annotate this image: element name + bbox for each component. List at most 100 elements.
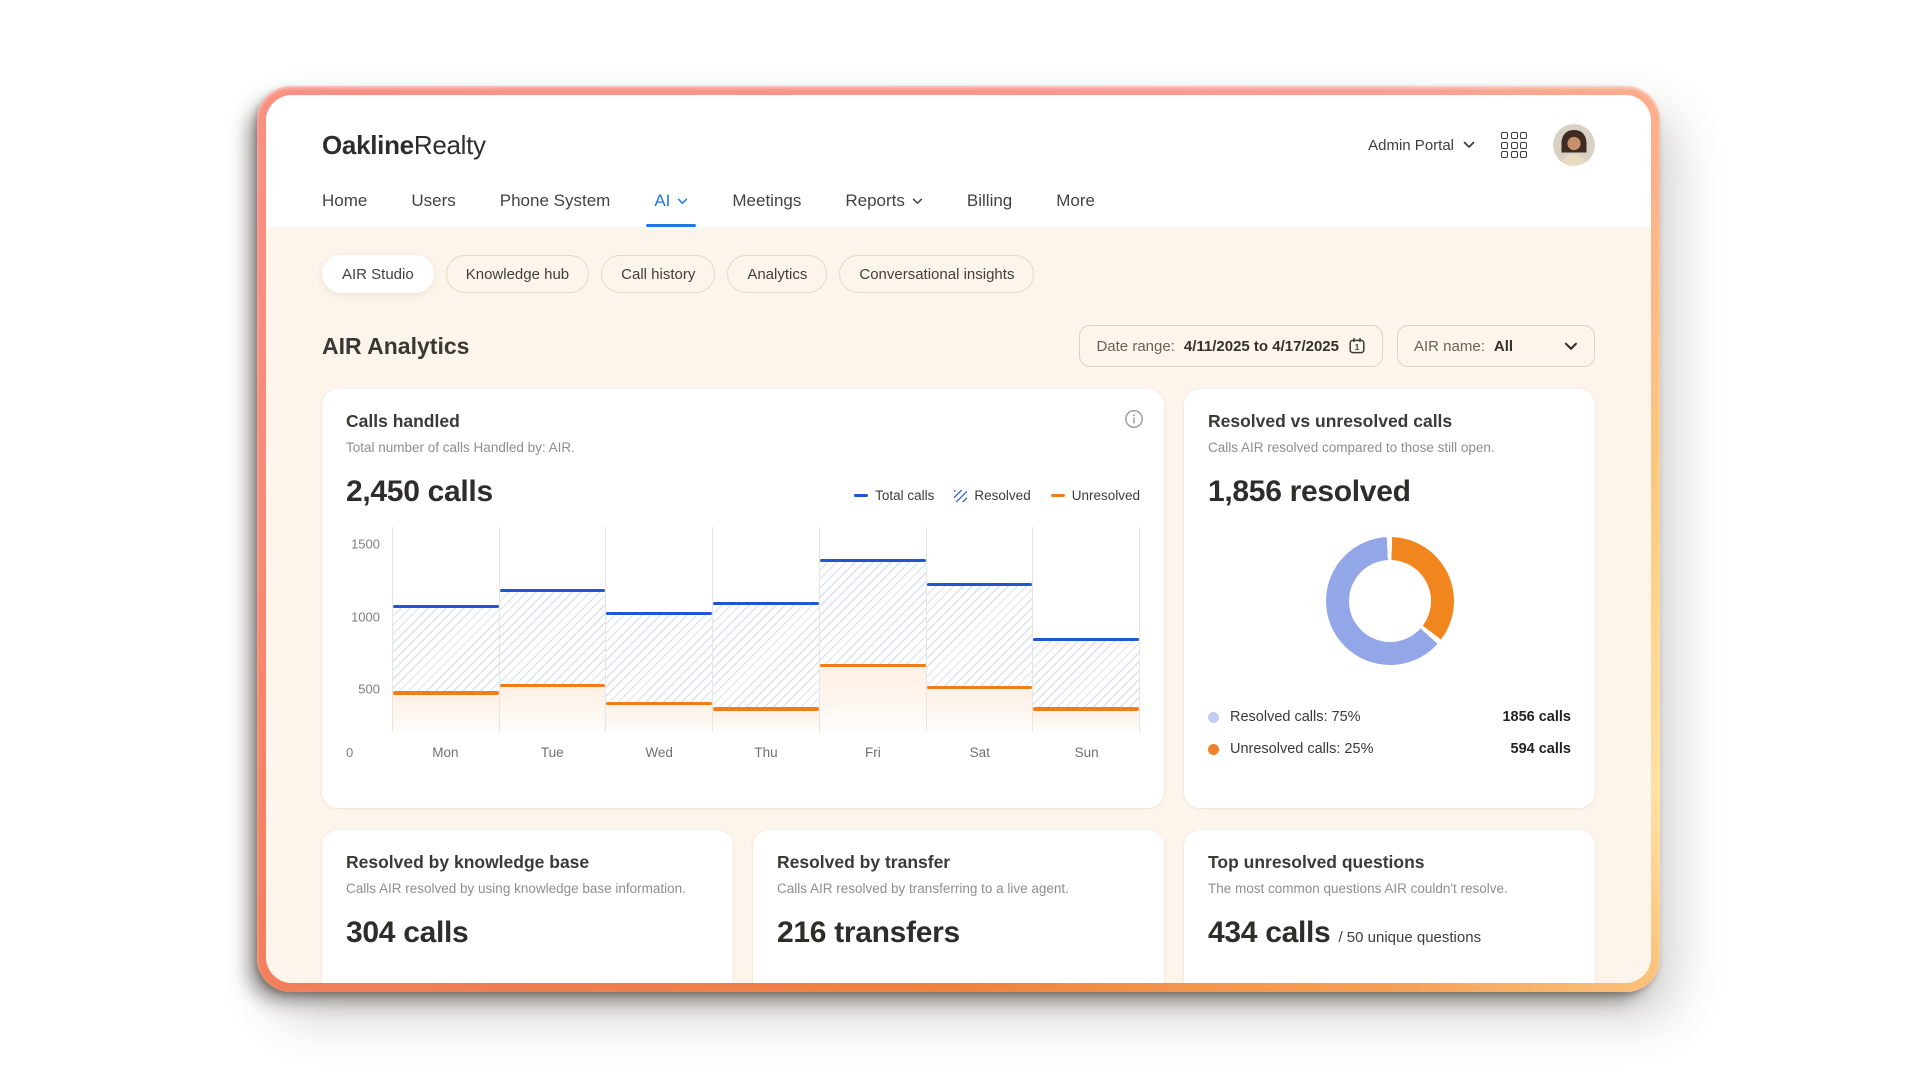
transfer-stat: 216 transfers xyxy=(777,916,960,949)
unresolved-fade-area xyxy=(499,685,606,732)
card-subtitle: Total number of calls Handled by: AIR. xyxy=(346,440,575,455)
total-calls-line xyxy=(606,612,713,616)
chevron-down-icon xyxy=(1564,342,1578,351)
y-axis-tick-label: 1000 xyxy=(351,609,380,625)
calls-chart-xlabels: 0 Mon Tue Wed Thu Fri Sat Sun xyxy=(346,745,1140,760)
calendar-icon: 1 xyxy=(1348,337,1366,355)
card-subtitle: Calls AIR resolved by using knowledge ba… xyxy=(346,881,686,896)
calls-handled-card: Calls handled Total number of calls Hand… xyxy=(322,389,1164,808)
nav-item-users[interactable]: Users xyxy=(411,191,456,210)
x-axis-label: Thu xyxy=(754,745,778,760)
total-calls-line xyxy=(393,604,499,609)
page-content: AIR Studio Knowledge hub Call history An… xyxy=(266,227,1651,983)
date-range-value: 4/11/2025 to 4/17/2025 xyxy=(1183,337,1339,355)
y-axis-tick-label: 1500 xyxy=(351,536,380,552)
resolved-hatch-area xyxy=(1033,639,1140,709)
air-name-filter[interactable]: AIR name: All xyxy=(1397,325,1595,367)
brand-logo: OaklineRealty xyxy=(322,130,486,161)
main-nav: Home Users Phone System AI Meetings Repo… xyxy=(322,191,1595,227)
card-title: Top unresolved questions xyxy=(1208,852,1425,872)
legend-total-calls: Total calls xyxy=(854,488,934,503)
pill-knowledge-hub[interactable]: Knowledge hub xyxy=(445,255,590,293)
unresolved-line xyxy=(1033,707,1140,711)
resolved-hatch-area xyxy=(819,560,926,666)
chevron-down-icon xyxy=(677,198,688,205)
unresolved-line xyxy=(713,707,819,711)
avatar[interactable] xyxy=(1553,124,1595,166)
calls-chart-plot xyxy=(392,527,1141,732)
app-window: OaklineRealty Admin Portal xyxy=(266,95,1651,983)
chart-legend: Total calls Resolved Unresolved xyxy=(854,488,1140,509)
unresolved-line xyxy=(393,691,499,695)
resolved-stat: 1,856 resolved xyxy=(1208,475,1411,508)
pill-call-history[interactable]: Call history xyxy=(601,255,716,293)
air-name-value: All xyxy=(1493,337,1514,355)
unresolved-fade-area xyxy=(926,687,1033,732)
resolved-hatch-area xyxy=(499,590,606,686)
unresolved-fade-area xyxy=(393,693,499,732)
nav-item-home[interactable]: Home xyxy=(322,191,368,210)
chart-day-band xyxy=(498,527,606,732)
unresolved-swatch xyxy=(1050,493,1065,498)
chart-day-band xyxy=(392,527,499,732)
y-axis-origin-label: 0 xyxy=(346,745,354,760)
pill-conversational-insights[interactable]: Conversational insights xyxy=(839,255,1035,293)
total-calls-line xyxy=(713,601,819,606)
x-axis-label: Tue xyxy=(540,745,564,760)
brand-logo-light: Realty xyxy=(413,129,486,160)
total-calls-line xyxy=(819,558,926,562)
pill-analytics[interactable]: Analytics xyxy=(727,255,828,293)
air-name-label: AIR name: xyxy=(1414,337,1485,355)
resolved-vs-unresolved-card: Resolved vs unresolved calls Calls AIR r… xyxy=(1184,389,1595,808)
unresolved-fade-area xyxy=(606,703,713,732)
nav-item-billing[interactable]: Billing xyxy=(966,191,1013,210)
chart-day-band xyxy=(925,527,1033,732)
chevron-down-icon xyxy=(912,198,923,205)
svg-text:1: 1 xyxy=(1355,343,1360,352)
date-range-label: Date range: xyxy=(1096,337,1175,355)
unique-questions-suffix: / 50 unique questions xyxy=(1338,929,1482,946)
sub-nav-pills: AIR Studio Knowledge hub Call history An… xyxy=(322,255,1595,293)
nav-item-meetings[interactable]: Meetings xyxy=(732,191,802,210)
card-subtitle: Calls AIR resolved by transferring to a … xyxy=(777,881,1069,896)
nav-item-more[interactable]: More xyxy=(1056,191,1095,210)
calls-handled-chart: 500 1000 1500 0 Mon Tue Wed Thu Fri Sat Sun xyxy=(346,527,1141,760)
top-unresolved-stat: 434 calls / 50 unique questions xyxy=(1208,916,1482,949)
card-title: Resolved by transfer xyxy=(777,852,951,872)
unresolved-line xyxy=(819,664,926,668)
resolved-hatch-swatch xyxy=(954,489,968,502)
date-range-filter[interactable]: Date range: 4/11/2025 to 4/17/2025 1 xyxy=(1079,325,1383,367)
calls-handled-stat: 2,450 calls xyxy=(346,475,493,508)
total-calls-line xyxy=(499,588,606,593)
legend-resolved: Resolved xyxy=(954,488,1031,503)
resolved-hatch-area xyxy=(926,584,1033,688)
unresolved-dot xyxy=(1208,743,1219,755)
x-axis-label: Mon xyxy=(432,745,459,760)
resolved-hatch-area xyxy=(606,613,713,704)
app-window-frame: OaklineRealty Admin Portal xyxy=(257,86,1660,992)
nav-item-reports[interactable]: Reports xyxy=(845,191,923,227)
portal-label: Admin Portal xyxy=(1368,136,1454,154)
knowledge-base-stat: 304 calls xyxy=(346,916,469,949)
card-subtitle: The most common questions AIR couldn't r… xyxy=(1208,881,1508,896)
card-title: Resolved by knowledge base xyxy=(346,852,590,872)
nav-item-phone-system[interactable]: Phone System xyxy=(499,191,611,210)
x-axis-label: Fri xyxy=(864,745,881,760)
info-icon[interactable] xyxy=(1124,409,1144,429)
nav-item-ai[interactable]: AI xyxy=(646,191,697,227)
chart-day-band xyxy=(605,527,713,732)
portal-switcher[interactable]: Admin Portal xyxy=(1368,137,1475,154)
pill-air-studio[interactable]: AIR Studio xyxy=(322,255,434,293)
x-axis-label: Sat xyxy=(969,745,990,760)
calls-chart-yaxis: 500 1000 1500 xyxy=(346,527,392,732)
apps-grid-icon[interactable] xyxy=(1501,132,1527,158)
chevron-down-icon xyxy=(1463,141,1475,149)
x-axis-label: Wed xyxy=(645,745,673,760)
unresolved-fade-area xyxy=(819,665,926,732)
app-header: OaklineRealty Admin Portal xyxy=(266,95,1651,227)
x-axis-label: Sun xyxy=(1074,745,1099,760)
chart-day-band xyxy=(818,527,926,732)
page-title: AIR Analytics xyxy=(322,332,470,359)
resolved-hatch-area xyxy=(713,603,819,709)
resolved-hatch-area xyxy=(393,606,499,694)
